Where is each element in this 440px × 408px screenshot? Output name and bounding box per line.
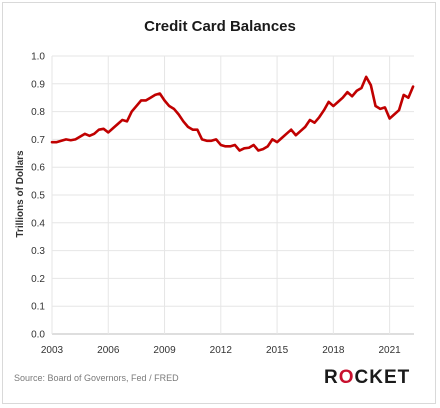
- x-tick-label: 2003: [41, 345, 64, 356]
- y-axis-label: Trillions of Dollars: [15, 150, 26, 238]
- chart-card: [2, 2, 436, 404]
- data-series: [50, 75, 415, 152]
- source-note: Source: Board of Governors, Fed / FRED: [14, 373, 179, 383]
- x-tick-label: 2006: [97, 345, 120, 356]
- x-tick-label: 2012: [210, 345, 233, 356]
- y-tick-label: 0.5: [31, 191, 45, 202]
- y-tick-label: 0.6: [31, 163, 45, 174]
- logo-letter-r: R: [324, 367, 339, 388]
- x-tick-label: 2015: [266, 345, 289, 356]
- x-tick-label: 2018: [322, 345, 345, 356]
- y-tick-label: 0.2: [31, 274, 45, 285]
- logo-letters-cket: CKET: [354, 367, 411, 388]
- y-tick-label: 0.0: [31, 330, 45, 341]
- chart-title: Credit Card Balances: [144, 18, 296, 35]
- gridlines: [51, 55, 414, 335]
- y-tick-label: 0.3: [31, 246, 45, 257]
- logo-letter-o: O: [338, 367, 355, 388]
- y-tick-label: 0.8: [31, 107, 45, 118]
- rocket-logo: ROCKET: [324, 367, 410, 389]
- y-tick-label: 0.4: [31, 218, 45, 229]
- y-axis-tick-labels: 0.0 0.1 0.2 0.3 0.4 0.5 0.6 0.7 0.8 0.9 1.0: [31, 52, 45, 341]
- x-tick-label: 2021: [378, 345, 401, 356]
- x-axis-tick-labels: 2003 2006 2009 2012 2015 2018 2021: [41, 345, 401, 356]
- y-tick-label: 1.0: [31, 52, 45, 63]
- series-line-credit-card-balances: [50, 75, 415, 152]
- y-tick-label: 0.9: [31, 79, 45, 90]
- y-tick-label: 0.7: [31, 135, 45, 146]
- x-tick-label: 2009: [153, 345, 176, 356]
- y-tick-label: 0.1: [31, 302, 45, 313]
